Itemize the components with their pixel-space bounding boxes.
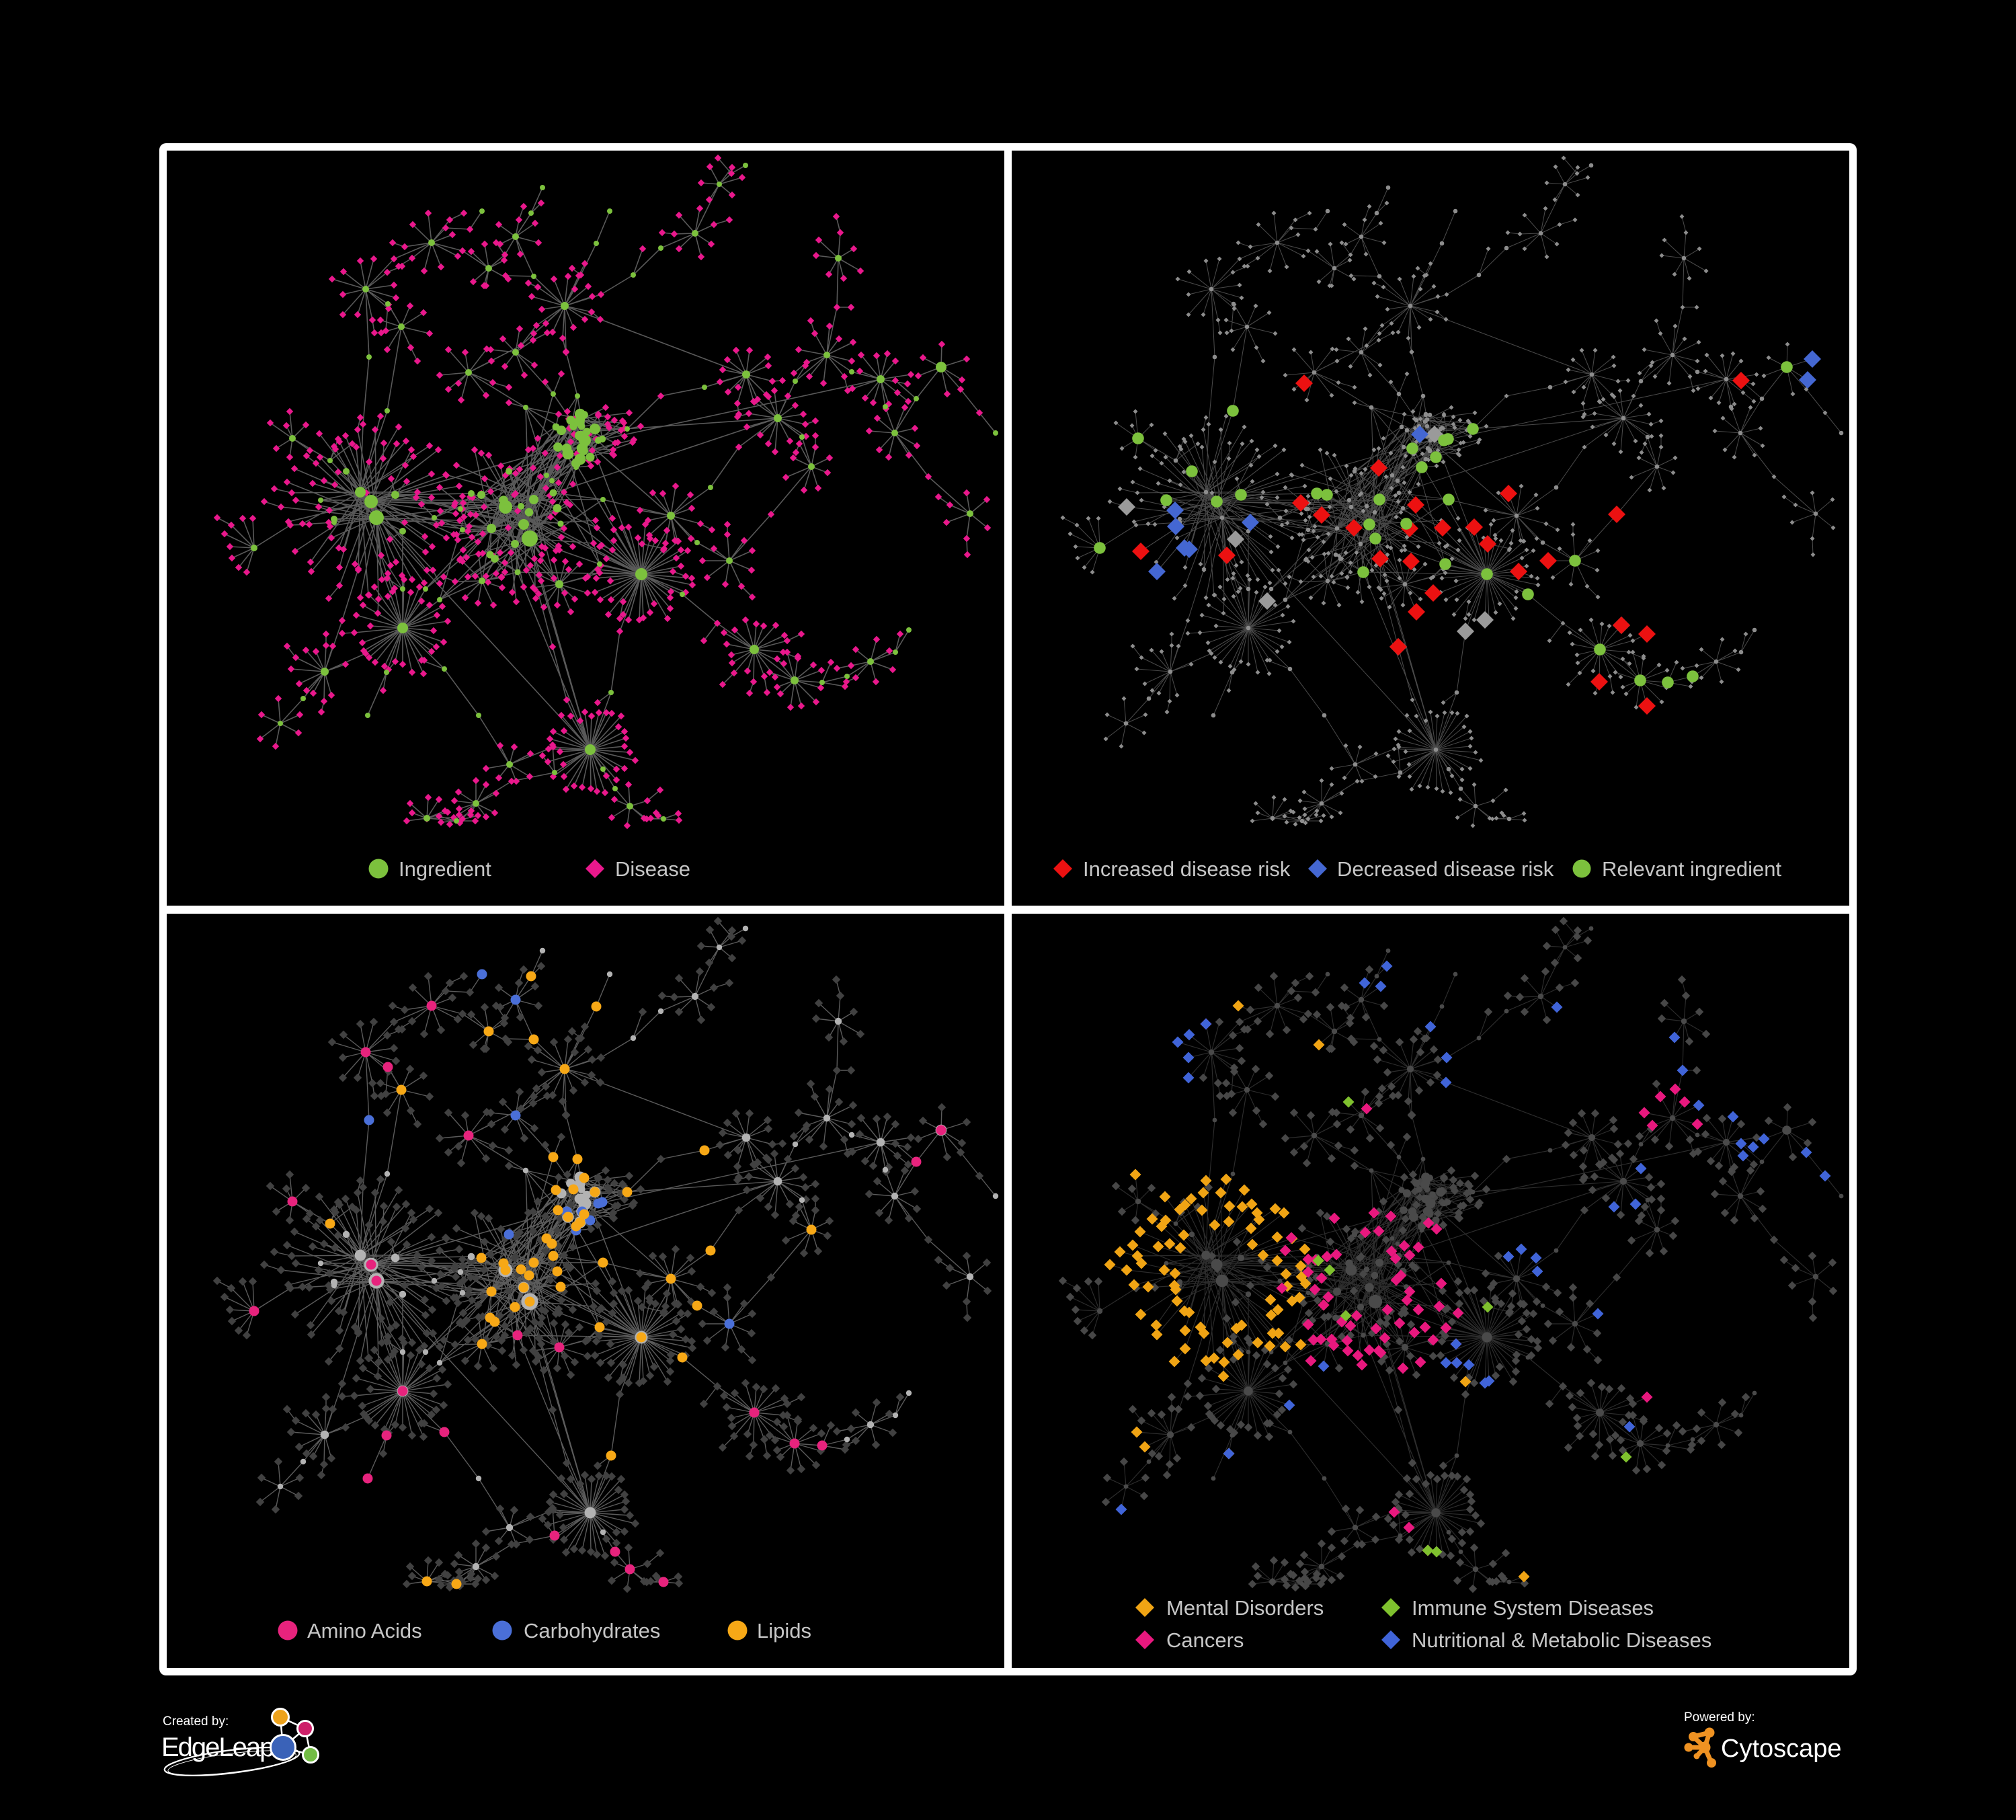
svg-text:Lipids: Lipids <box>757 1619 811 1643</box>
svg-text:EdgeLeap: EdgeLeap <box>161 1733 274 1762</box>
svg-text:Immune System Diseases: Immune System Diseases <box>1412 1596 1654 1620</box>
svg-text:Amino Acids: Amino Acids <box>307 1619 422 1643</box>
svg-text:Nutritional & Metabolic Diseas: Nutritional & Metabolic Diseases <box>1412 1628 1711 1652</box>
svg-text:Carbohydrates: Carbohydrates <box>524 1619 660 1643</box>
svg-text:Created by:: Created by: <box>163 1714 229 1729</box>
svg-text:Decreased disease risk: Decreased disease risk <box>1337 857 1554 881</box>
svg-text:Cytoscape: Cytoscape <box>1721 1735 1842 1763</box>
svg-text:Disease: Disease <box>615 857 690 881</box>
svg-text:Increased disease risk: Increased disease risk <box>1083 857 1291 881</box>
svg-text:Powered by:: Powered by: <box>1684 1710 1755 1725</box>
svg-text:Ingredient: Ingredient <box>399 857 491 881</box>
svg-text:Relevant ingredient: Relevant ingredient <box>1602 857 1782 881</box>
svg-text:Mental Disorders: Mental Disorders <box>1166 1596 1324 1620</box>
svg-text:Cancers: Cancers <box>1166 1628 1244 1652</box>
